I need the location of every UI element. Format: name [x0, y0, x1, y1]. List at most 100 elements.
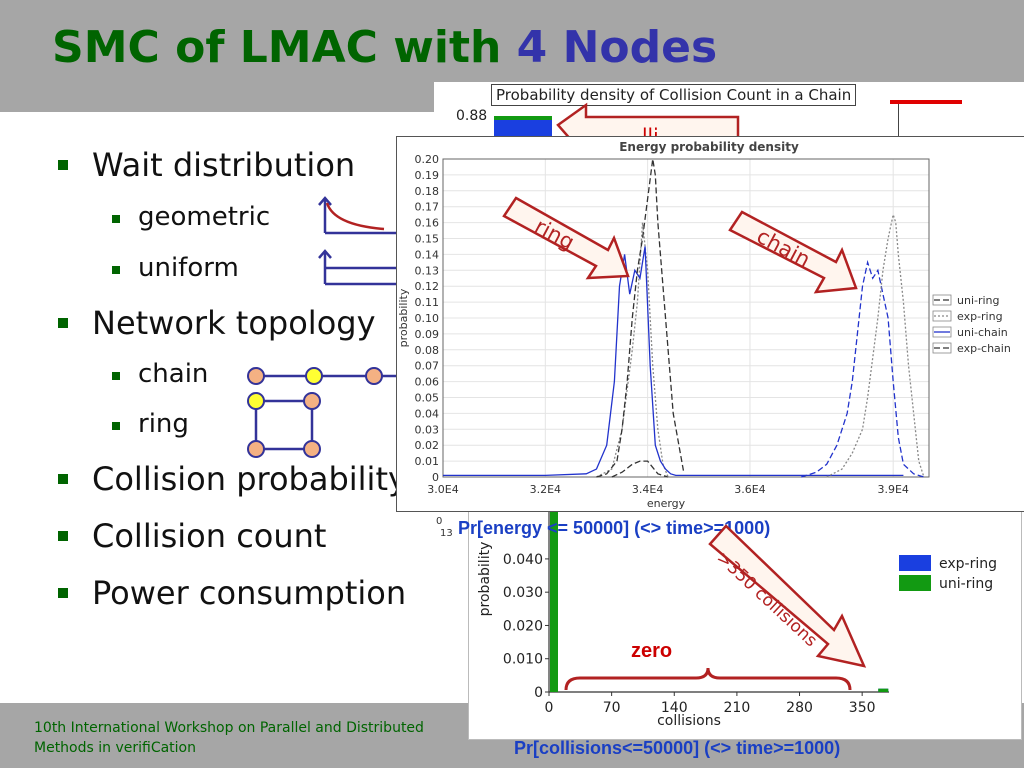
- series-line-uni-chain: [443, 246, 904, 477]
- slide-title: SMC of LMAC with 4 Nodes: [52, 22, 717, 73]
- y-tick-label: 0.15: [415, 233, 440, 246]
- x-tick-label: 0: [545, 700, 554, 716]
- y-tick-label: 0.19: [415, 169, 440, 182]
- bullet-uniform: uniform: [138, 253, 239, 283]
- chain-topology-icon: [247, 367, 404, 385]
- energy-density-chart: Energy probability density 0 0.01 0.02 0.03 0…: [397, 140, 1011, 510]
- bullet-chain: chain: [138, 359, 209, 389]
- x-tick-label: 280: [786, 700, 813, 716]
- x-tick-label: 3.2E4: [530, 483, 561, 496]
- x-tick-label: 210: [724, 700, 751, 716]
- footer-text: 10th International Workshop on Parallel …: [34, 720, 424, 756]
- x-axis-label: collisions: [657, 713, 721, 729]
- collision-histogram-panel: 0 0.010 0.020 0.030 0.040 0 70 140 210 280 350 coll…: [468, 498, 1022, 740]
- flat-step-icon: [318, 249, 398, 286]
- y-tick-label: 0.12: [415, 280, 440, 293]
- y-tick-label: 0.07: [415, 360, 440, 373]
- legend-label: uni-ring: [939, 576, 993, 592]
- chain-arrow: [728, 210, 858, 294]
- y-tick-label: 0.20: [415, 153, 440, 166]
- fragment-zero: 0: [436, 516, 443, 527]
- ring-topology-icon: [247, 392, 321, 458]
- y-tick-label: 0.17: [415, 201, 440, 214]
- chain-chart-right-axis: [898, 104, 899, 162]
- zero-label: zero: [631, 640, 673, 662]
- x-tick-label: 3.4E4: [632, 483, 663, 496]
- y-tick-label: 0.18: [415, 185, 440, 198]
- title-prefix: SMC of LMAC with: [52, 22, 517, 73]
- bullet-marker: [112, 422, 120, 430]
- chain-highlight-underline: [890, 100, 962, 104]
- bullet-marker: [58, 318, 68, 328]
- chain-chart-value-label: 0.88: [456, 108, 488, 124]
- chain-chart-title: Probability density of Collision Count i…: [491, 84, 857, 106]
- histogram-bar-uni-ring-front: [550, 509, 558, 692]
- y-tick-label: 0.010: [503, 652, 543, 668]
- histogram-bar-uni-ring: [878, 688, 889, 692]
- x-axis-label: energy: [647, 497, 686, 510]
- legend-label: exp-chain: [957, 342, 1011, 355]
- series-line-exp-ring: [596, 222, 669, 478]
- legend-label: uni-chain: [957, 326, 1008, 339]
- y-tick-label: 0.08: [415, 344, 440, 357]
- legend-label: exp-ring: [957, 310, 1003, 323]
- zero-brace: [564, 667, 852, 691]
- bullet-marker: [58, 588, 68, 598]
- y-axis-label: probability: [397, 288, 410, 347]
- y-tick-label: 0.05: [415, 392, 440, 405]
- y-tick-label: 0.04: [415, 407, 440, 420]
- title-highlight: 4 Nodes: [516, 22, 718, 73]
- y-axis-label: probability: [477, 542, 493, 617]
- collision-histogram-chart: 0 0.010 0.020 0.030 0.040 0 70 140 210 280 350 coll…: [477, 509, 997, 729]
- decaying-curve-icon: [318, 196, 398, 235]
- collisions-arrow: [708, 524, 867, 668]
- bullet-marker: [58, 160, 68, 170]
- x-tick-label: 3.9E4: [877, 483, 908, 496]
- y-tick-label: 0.03: [415, 423, 440, 436]
- legend-swatch: [899, 555, 931, 571]
- bullet-marker: [58, 531, 68, 541]
- energy-chart-panel: Energy probability density 0 0.01 0.02 0.03 0…: [396, 136, 1024, 512]
- fragment-thirteen: 13: [440, 528, 453, 539]
- legend-swatch: [932, 342, 952, 354]
- bullet-power-consumption: Power consumption: [92, 574, 407, 612]
- bullet-ring: ring: [138, 409, 189, 439]
- y-tick-label: 0.14: [415, 248, 440, 261]
- x-tick-label: 140: [661, 700, 688, 716]
- bullet-marker: [112, 372, 120, 380]
- y-tick-label: 0.01: [415, 455, 440, 468]
- y-tick-label: 0.030: [503, 585, 543, 601]
- collision-query-caption: Pr[collisions<=50000] (<> time>=1000): [514, 738, 841, 758]
- bullet-marker: [58, 474, 68, 484]
- y-tick-label: 0: [432, 471, 439, 484]
- energy-chart-title: Energy probability density: [619, 140, 799, 154]
- plot-frame: [442, 158, 930, 478]
- bullet-geometric: geometric: [138, 202, 271, 232]
- legend-swatch: [899, 575, 931, 591]
- legend-label: uni-ring: [957, 294, 1000, 307]
- bullet-wait-distribution: Wait distribution: [92, 146, 356, 184]
- bullet-collision-probability: Collision probability: [92, 460, 407, 498]
- series-line-exp-ring-high: [826, 212, 925, 478]
- bullet-marker: [112, 266, 120, 274]
- y-tick-label: 0: [534, 685, 543, 701]
- series-line-exp-chain: [596, 158, 685, 478]
- y-tick-label: 0.11: [415, 296, 440, 309]
- y-tick-label: 0.16: [415, 217, 440, 230]
- y-tick-label: 0.09: [415, 328, 440, 341]
- x-tick-label: 3.0E4: [427, 483, 458, 496]
- bullet-marker: [112, 215, 120, 223]
- y-tick-label: 0.040: [503, 552, 543, 568]
- x-tick-label: 3.6E4: [734, 483, 765, 496]
- series-line-uni-chain-high: [800, 259, 925, 478]
- energy-query-caption: Pr[energy <= 50000] (<> time>=1000): [458, 518, 771, 538]
- x-tick-label: 350: [849, 700, 876, 716]
- y-tick-label: 0.020: [503, 618, 543, 634]
- bullet-collision-count: Collision count: [92, 517, 327, 555]
- bullet-network-topology: Network topology: [92, 304, 376, 342]
- y-tick-label: 0.06: [415, 376, 440, 389]
- y-tick-label: 0.10: [415, 312, 440, 325]
- ring-arrow: [502, 196, 630, 280]
- legend-label: exp-ring: [939, 556, 997, 572]
- series-line-uni-ring: [611, 460, 669, 478]
